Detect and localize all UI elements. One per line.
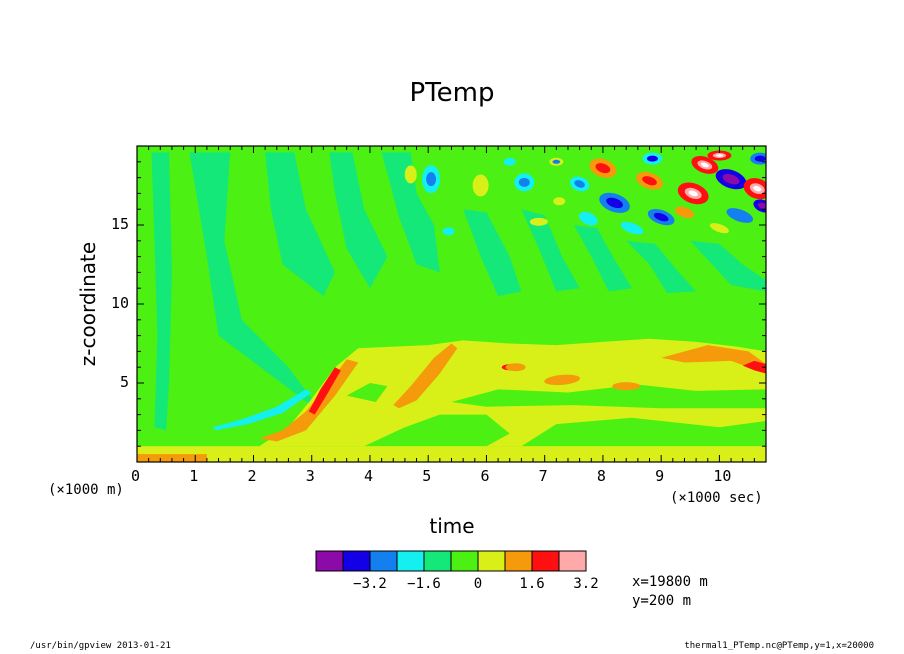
- wave-core-5: [518, 177, 530, 187]
- wave-core-17: [646, 155, 658, 162]
- x-tick-label: 10: [713, 467, 732, 485]
- colorbar-swatch-4: [396, 550, 425, 572]
- wave-cell-6: [503, 157, 516, 166]
- orange-blob-1: [544, 374, 581, 386]
- band-negative-9: [626, 240, 697, 293]
- wave-cell-2: [404, 165, 417, 184]
- wave-core-10: [574, 180, 585, 188]
- colorbar-label: 3.2: [573, 576, 599, 592]
- x-tick-label: 8: [596, 467, 606, 485]
- colorbar-swatch-6: [450, 550, 479, 572]
- wave-core-1: [426, 172, 437, 187]
- x-tick-label: 1: [189, 467, 199, 485]
- cyan-streak: [212, 389, 312, 431]
- colorbar-swatch-10: [558, 550, 587, 572]
- band-negative-7: [521, 209, 580, 292]
- band-negative-3: [265, 152, 336, 297]
- colorbar-swatch-9: [531, 550, 560, 572]
- colorbar-swatch-1: [315, 550, 344, 572]
- wave-cell-4: [472, 174, 489, 197]
- x-unit-label-left: (×1000 m): [48, 482, 124, 498]
- chart-title: PTemp: [409, 78, 495, 108]
- band-negative-8: [573, 225, 633, 292]
- wave-peak-19: [700, 162, 709, 168]
- x-position-info: x=19800 m: [632, 574, 708, 590]
- colorbar-swatch-8: [504, 550, 533, 572]
- red-streak-2: [742, 360, 766, 374]
- y-tick-label: 5: [119, 373, 129, 391]
- orange-blob-2: [612, 382, 641, 391]
- band-negative-4: [329, 152, 388, 289]
- x-tick-label: 2: [247, 467, 257, 485]
- wave-cell-14: [620, 221, 644, 235]
- wave-cell-11: [578, 211, 598, 226]
- axis-ticks: [136, 146, 767, 463]
- footer-source: thermal1_PTemp.nc@PTemp,y=1,x=20000: [684, 641, 874, 651]
- orange-streak-2: [393, 343, 458, 409]
- colorbar-swatch-2: [342, 550, 371, 572]
- wave-peak-24: [715, 154, 724, 157]
- wave-cell-8: [553, 197, 566, 206]
- x-tick-label: 7: [538, 467, 548, 485]
- wave-cell-27: [709, 223, 729, 234]
- y-position-info: y=200 m: [632, 593, 692, 609]
- wave-cell-20: [674, 206, 695, 219]
- band-negative-1: [151, 152, 172, 431]
- footer-command: /usr/bin/gpview 2013-01-21: [30, 641, 171, 651]
- wave-core-12: [595, 163, 611, 174]
- x-tick-label: 3: [305, 467, 315, 485]
- wave-core-21: [722, 173, 740, 185]
- wave-core-13: [606, 197, 623, 209]
- colorbar-label: −3.2: [353, 576, 387, 592]
- wave-cell-7: [529, 217, 548, 226]
- colorbar-swatch-5: [423, 550, 452, 572]
- colorbar-swatch-7: [477, 550, 506, 572]
- x-tick-label: 0: [131, 467, 141, 485]
- plume-gap-1: [364, 414, 510, 447]
- red-streak-1: [308, 367, 341, 415]
- orange-streak-3: [661, 345, 766, 374]
- plume-gap-3: [451, 384, 766, 409]
- wave-core-15: [642, 176, 657, 186]
- plume-gap-4: [346, 383, 388, 402]
- colorbar: [315, 550, 587, 572]
- x-tick-label: 6: [480, 467, 490, 485]
- colorbar-label: 1.6: [519, 576, 545, 592]
- x-unit-label: (×1000 sec): [670, 490, 763, 506]
- wave-core-9: [552, 159, 561, 164]
- y-tick-label: 10: [110, 294, 129, 312]
- band-negative-10: [690, 240, 766, 292]
- x-tick-label: 9: [655, 467, 665, 485]
- wave-peak-23: [753, 185, 762, 192]
- wave-cell-22: [726, 208, 754, 223]
- colorbar-label: −1.6: [407, 576, 441, 592]
- y-axis-label: z-coordinate: [76, 241, 100, 367]
- band-negative-5: [381, 152, 440, 273]
- band-negative-2: [189, 152, 324, 415]
- y-tick-label: 15: [110, 215, 129, 233]
- x-tick-label: 5: [422, 467, 432, 485]
- plume-gap-2: [521, 417, 766, 447]
- contour-field: [137, 146, 766, 462]
- wave-core-16: [653, 212, 669, 222]
- x-tick-label: 4: [363, 467, 373, 485]
- bottom-yellow-layer: [137, 446, 766, 462]
- x-axis-label: time: [429, 514, 475, 538]
- colorbar-swatch-3: [369, 550, 398, 572]
- colorbar-label: 0: [473, 576, 483, 592]
- wave-cell-3: [442, 227, 455, 236]
- wave-peak-18: [688, 190, 698, 197]
- wave-core-26: [754, 155, 766, 162]
- band-negative-6: [463, 209, 522, 297]
- orange-blob-3: [505, 363, 526, 372]
